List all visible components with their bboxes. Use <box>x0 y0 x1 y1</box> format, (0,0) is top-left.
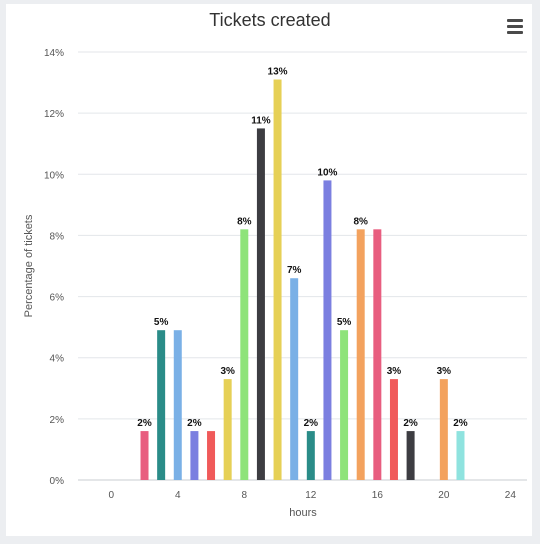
bar[interactable] <box>356 229 365 480</box>
bar[interactable] <box>157 330 166 480</box>
x-axis-label: hours <box>289 507 317 519</box>
hamburger-menu-icon[interactable] <box>506 18 524 34</box>
bar-data-label: 3% <box>437 366 452 377</box>
bar[interactable] <box>207 431 216 480</box>
bar[interactable] <box>323 180 332 480</box>
bar[interactable] <box>340 330 349 480</box>
bar-data-label: 7% <box>287 265 302 276</box>
bar-data-label: 3% <box>387 366 402 377</box>
x-tick-label: 4 <box>175 490 181 501</box>
bar[interactable] <box>190 431 199 480</box>
y-tick-label: 0% <box>50 476 65 487</box>
bar[interactable] <box>373 229 382 480</box>
bar[interactable] <box>406 431 415 480</box>
bar[interactable] <box>256 128 265 480</box>
y-axis-label: Percentage of tickets <box>23 214 35 317</box>
bar-data-label: 13% <box>268 67 288 78</box>
bar-data-label: 5% <box>337 317 352 328</box>
bar[interactable] <box>273 79 282 480</box>
bar-data-label: 8% <box>237 216 252 227</box>
y-tick-label: 2% <box>50 415 65 426</box>
y-tick-label: 12% <box>44 109 64 120</box>
x-tick-label: 8 <box>242 490 248 501</box>
x-tick-label: 12 <box>305 490 317 501</box>
x-tick-label: 0 <box>108 490 114 501</box>
y-tick-label: 14% <box>44 48 64 59</box>
bar[interactable] <box>456 431 465 480</box>
bar-data-label: 10% <box>317 167 337 178</box>
y-tick-label: 6% <box>50 293 65 304</box>
x-tick-label: 20 <box>438 490 450 501</box>
bar-data-label: 2% <box>187 418 202 429</box>
bar-data-label: 2% <box>304 418 319 429</box>
bar-data-label: 2% <box>453 418 468 429</box>
y-tick-label: 10% <box>44 170 64 181</box>
bar-data-label: 2% <box>403 418 418 429</box>
bar[interactable] <box>140 431 149 480</box>
y-tick-label: 8% <box>50 231 65 242</box>
bar-data-label: 8% <box>353 216 368 227</box>
x-tick-label: 16 <box>372 490 384 501</box>
bar-data-label: 5% <box>154 317 169 328</box>
bar[interactable] <box>389 379 398 480</box>
bar-data-label: 2% <box>137 418 152 429</box>
bar[interactable] <box>439 379 448 480</box>
bar-data-label: 3% <box>220 366 235 377</box>
bar-data-label: 11% <box>251 115 271 126</box>
bar[interactable] <box>306 431 315 480</box>
bar[interactable] <box>240 229 249 480</box>
y-tick-label: 4% <box>50 354 65 365</box>
bar[interactable] <box>223 379 232 480</box>
x-tick-label: 24 <box>505 490 517 501</box>
bar[interactable] <box>290 278 299 480</box>
bar[interactable] <box>173 330 182 480</box>
chart-title: Tickets created <box>209 10 331 30</box>
